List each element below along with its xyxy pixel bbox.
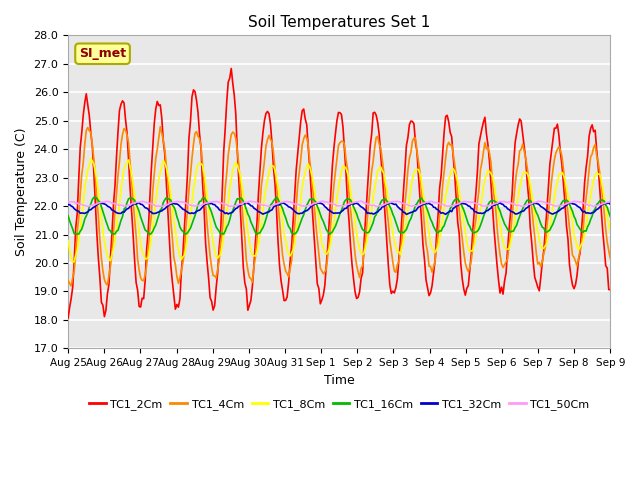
Y-axis label: Soil Temperature (C): Soil Temperature (C) [15,128,28,256]
Legend: TC1_2Cm, TC1_4Cm, TC1_8Cm, TC1_16Cm, TC1_32Cm, TC1_50Cm: TC1_2Cm, TC1_4Cm, TC1_8Cm, TC1_16Cm, TC1… [85,395,593,414]
Title: Soil Temperatures Set 1: Soil Temperatures Set 1 [248,15,430,30]
X-axis label: Time: Time [324,373,355,387]
Text: SI_met: SI_met [79,47,126,60]
